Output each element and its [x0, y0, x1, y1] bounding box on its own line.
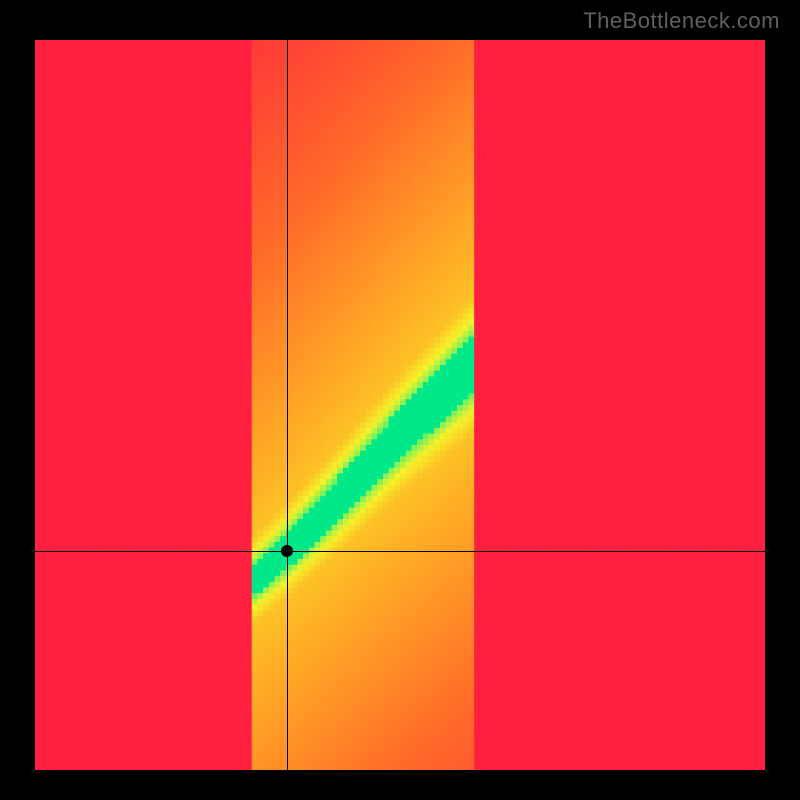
data-point-marker: [281, 545, 293, 557]
plot-area: [35, 40, 765, 770]
crosshair-horizontal: [35, 551, 765, 552]
chart-frame: TheBottleneck.com: [0, 0, 800, 800]
watermark-text: TheBottleneck.com: [583, 8, 780, 34]
crosshair-vertical: [287, 40, 288, 770]
heatmap-canvas: [35, 40, 765, 770]
